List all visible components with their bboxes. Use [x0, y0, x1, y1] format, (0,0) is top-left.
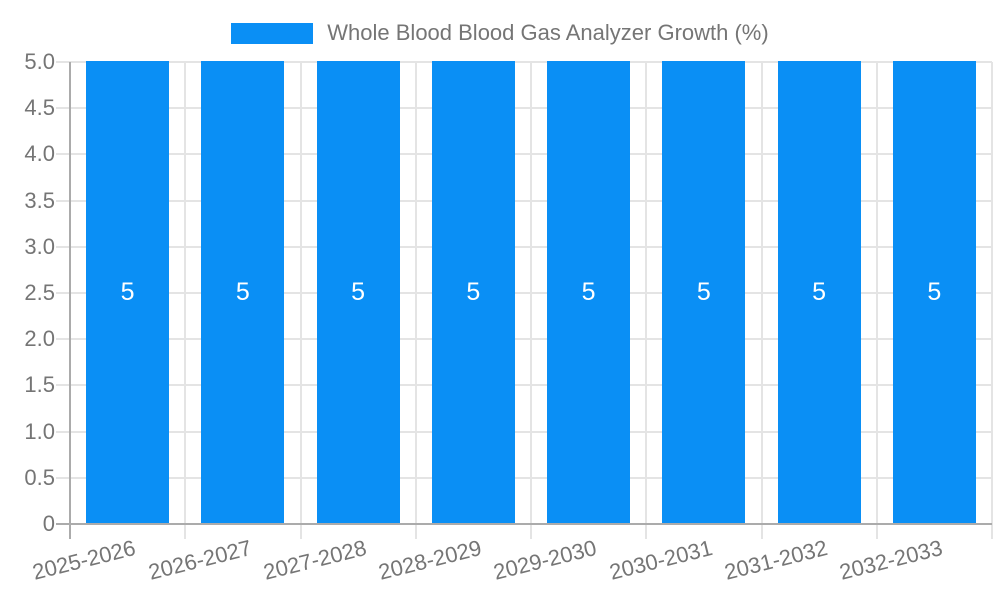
y-gridline — [56, 476, 992, 479]
y-axis-tick-label: 4.0 — [24, 141, 55, 167]
x-gridline — [645, 62, 648, 539]
y-gridline — [56, 245, 992, 248]
x-gridline — [184, 62, 187, 539]
bar — [777, 61, 861, 523]
y-axis-tick-label: 1.0 — [24, 418, 55, 444]
bar — [892, 61, 976, 523]
bar-value-label: 5 — [696, 278, 711, 306]
bar — [662, 61, 746, 523]
x-axis-tick-label: 2026-2027 — [145, 535, 254, 585]
bar-value-label: 5 — [466, 278, 481, 306]
y-axis-tick-label: 3.0 — [24, 233, 55, 259]
bar-value-label: 5 — [812, 278, 827, 306]
legend-swatch — [231, 22, 314, 44]
y-axis-tick-label: 1.5 — [24, 372, 55, 398]
y-axis-tick-label: 3.5 — [24, 187, 55, 213]
x-axis-tick-label: 2031-2032 — [721, 535, 830, 585]
y-axis-tick-label: 5.0 — [24, 49, 55, 74]
bar-value-label: 5 — [351, 278, 366, 306]
y-axis-tick-label: 0.5 — [24, 464, 55, 490]
x-axis-tick-label: 2028-2029 — [376, 535, 485, 585]
bar — [547, 61, 631, 523]
y-gridline — [56, 153, 992, 156]
x-gridline — [875, 62, 878, 539]
bar-value-label: 5 — [235, 278, 250, 306]
chart-title: Whole Blood Blood Gas Analyzer Growth (%… — [327, 20, 769, 45]
y-axis-line — [69, 62, 71, 539]
bar — [86, 61, 170, 523]
y-gridline — [56, 292, 992, 294]
x-axis-tick-label: 2032-2033 — [837, 535, 946, 585]
bar — [201, 61, 285, 523]
y-gridline — [56, 107, 992, 110]
x-axis-tick-label: 2027-2028 — [260, 535, 369, 585]
x-gridline — [530, 62, 532, 539]
y-gridline — [56, 61, 992, 63]
x-axis-tick-label: 2025-2026 — [30, 535, 139, 585]
bar-value-label: 5 — [120, 278, 135, 306]
bar — [316, 61, 400, 523]
y-axis-tick-label: 2.5 — [24, 280, 55, 305]
x-axis-line — [56, 523, 992, 525]
x-axis-tick-label: 2030-2031 — [606, 535, 715, 585]
y-gridline — [56, 384, 992, 387]
x-gridline — [991, 62, 993, 539]
y-axis-tick-label: 2.0 — [24, 326, 55, 352]
legend: Whole Blood Blood Gas Analyzer Growth (%… — [0, 20, 1000, 46]
bar-value-label: 5 — [927, 278, 942, 306]
y-axis-tick-label: 4.5 — [24, 95, 55, 121]
y-gridline — [56, 338, 992, 341]
y-axis-tick-label: 0 — [42, 511, 55, 536]
x-gridline — [760, 62, 763, 539]
x-gridline — [299, 62, 302, 539]
y-gridline — [56, 430, 992, 433]
y-gridline — [56, 199, 992, 202]
x-gridline — [414, 62, 417, 539]
x-axis-tick-label: 2029-2030 — [491, 535, 600, 585]
bar-value-label: 5 — [581, 278, 596, 306]
bar — [431, 61, 515, 523]
